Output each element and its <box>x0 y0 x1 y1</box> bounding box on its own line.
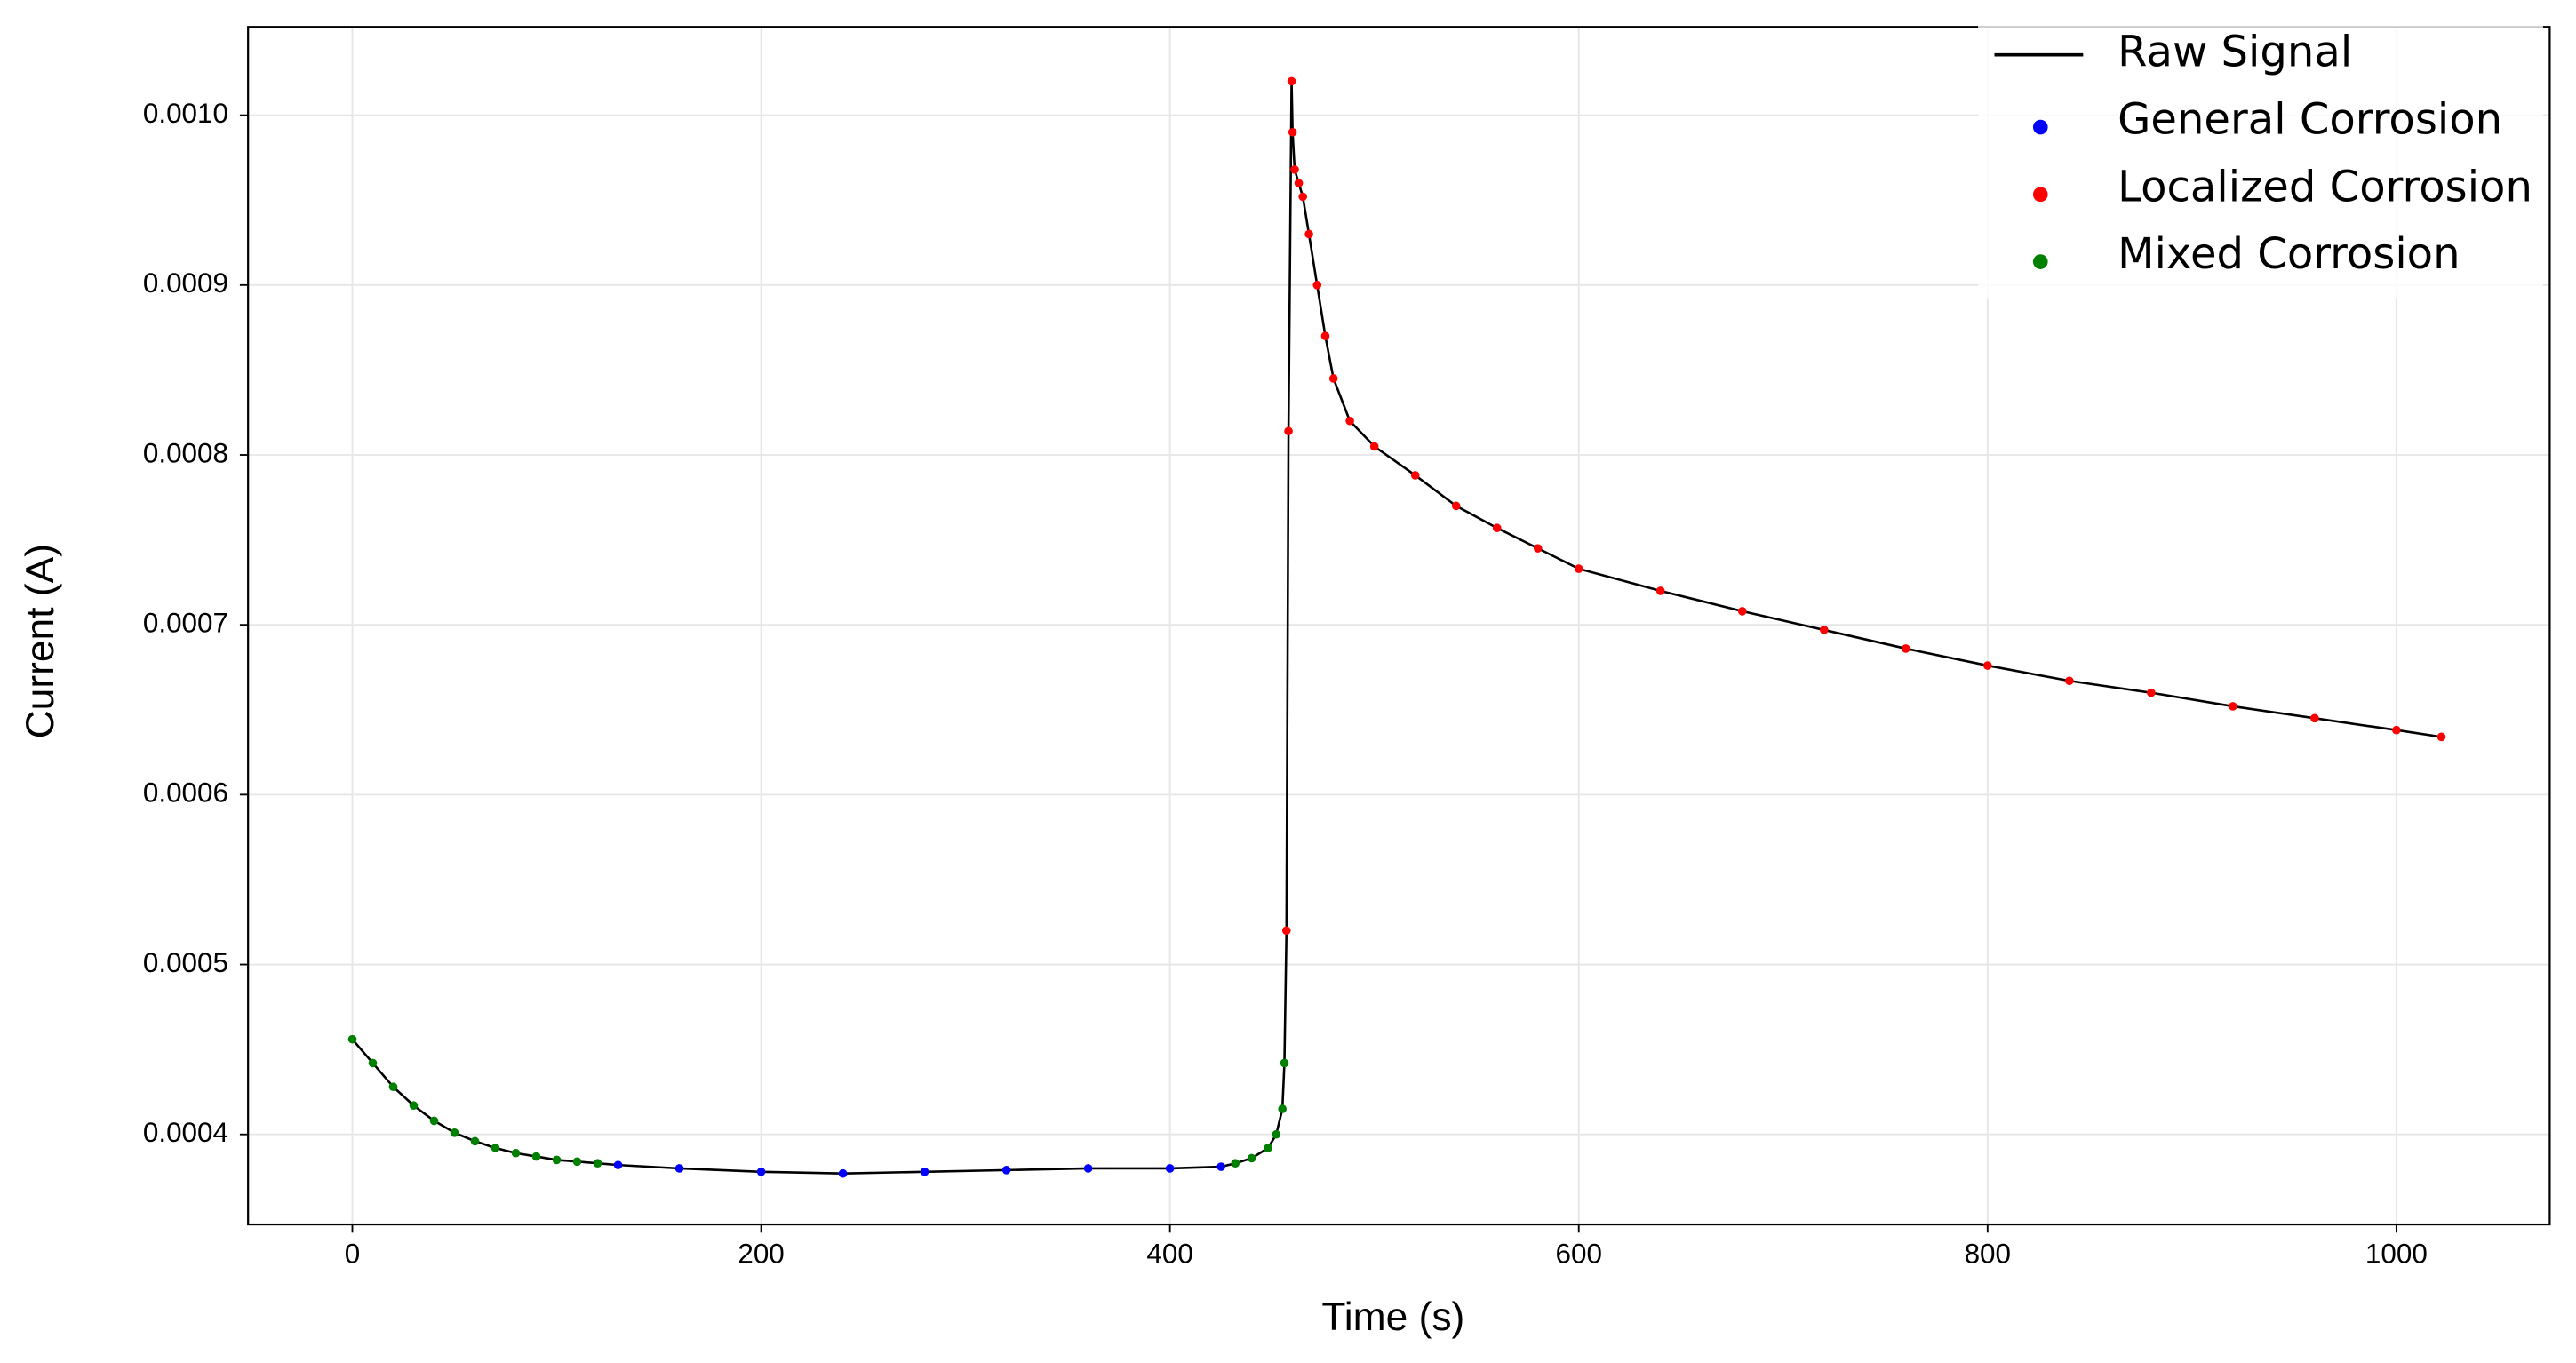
legend-box <box>1978 18 2544 299</box>
data-point <box>1451 501 1461 511</box>
x-tick-label: 1000 <box>2365 1238 2428 1269</box>
data-point <box>1272 1129 1281 1139</box>
data-point <box>1737 607 1747 616</box>
data-point <box>2310 713 2319 723</box>
data-point <box>1287 76 1296 86</box>
data-point <box>1345 416 1354 426</box>
data-point <box>1304 229 1313 239</box>
data-point <box>1574 564 1583 573</box>
data-point <box>1294 179 1304 187</box>
legend-marker <box>2032 119 2048 135</box>
x-axis-label: Time (s) <box>1321 1295 1464 1339</box>
data-point <box>1312 281 1322 290</box>
data-point <box>674 1164 684 1173</box>
data-point <box>1284 426 1293 436</box>
data-point <box>1410 471 1420 480</box>
data-point <box>1290 165 1299 174</box>
data-point <box>920 1167 929 1176</box>
data-point <box>1819 626 1829 634</box>
legend-label: Mixed Corrosion <box>2117 229 2460 279</box>
data-point <box>1492 523 1502 533</box>
data-point <box>2229 702 2237 711</box>
data-point <box>429 1116 439 1126</box>
data-point <box>613 1160 623 1169</box>
data-point <box>1247 1153 1256 1163</box>
legend-marker <box>2032 254 2048 269</box>
data-point <box>1655 586 1665 595</box>
data-point <box>511 1148 521 1158</box>
data-point <box>593 1159 602 1168</box>
data-point <box>2392 725 2401 735</box>
x-tick-label: 400 <box>1146 1238 1192 1269</box>
y-tick-label: 0.0007 <box>143 607 228 638</box>
data-point <box>1001 1166 1011 1175</box>
y-tick-label: 0.0005 <box>143 947 228 978</box>
data-point <box>531 1152 541 1161</box>
y-tick-label: 0.0004 <box>143 1117 228 1148</box>
data-point <box>1280 1058 1289 1068</box>
data-point <box>1320 331 1330 340</box>
data-point <box>2147 688 2156 697</box>
data-point <box>1328 374 1338 383</box>
y-tick-label: 0.0009 <box>143 267 228 299</box>
x-tick-label: 0 <box>345 1238 360 1269</box>
x-tick-label: 800 <box>1965 1238 2011 1269</box>
data-point <box>490 1144 500 1152</box>
data-point <box>1533 544 1543 553</box>
y-tick-label: 0.0006 <box>143 777 228 809</box>
data-point <box>1278 1104 1287 1113</box>
x-tick-label: 600 <box>1556 1238 1602 1269</box>
data-point <box>1165 1164 1175 1173</box>
data-point <box>572 1157 582 1167</box>
data-point <box>1901 644 1910 653</box>
data-point <box>1083 1164 1093 1173</box>
data-point <box>470 1136 480 1146</box>
plot-frame <box>247 26 2551 1226</box>
data-point <box>1983 661 1992 670</box>
data-point <box>1281 926 1291 936</box>
y-axis-label: Current (A) <box>19 544 62 738</box>
data-point <box>1231 1159 1240 1168</box>
data-point <box>552 1155 562 1165</box>
data-point <box>1369 442 1379 451</box>
data-point <box>838 1168 848 1178</box>
data-point <box>409 1101 419 1111</box>
legend-label: Raw Signal <box>2117 28 2352 77</box>
data-point <box>1288 127 1297 137</box>
legend-label: Localized Corrosion <box>2117 162 2532 211</box>
y-tick-label: 0.0010 <box>143 98 228 129</box>
data-point <box>450 1128 459 1137</box>
data-point <box>347 1034 357 1044</box>
legend-label: General Corrosion <box>2117 94 2502 144</box>
data-point <box>388 1082 398 1091</box>
x-tick-label: 200 <box>738 1238 784 1269</box>
data-point <box>1216 1162 1225 1171</box>
data-point <box>2436 732 2446 742</box>
y-tick-label: 0.0008 <box>143 437 228 468</box>
data-point <box>1264 1144 1272 1152</box>
legend-marker <box>2032 187 2048 203</box>
data-point <box>368 1058 378 1068</box>
data-point <box>1298 192 1307 202</box>
data-point <box>756 1167 766 1176</box>
data-point <box>2065 676 2074 686</box>
